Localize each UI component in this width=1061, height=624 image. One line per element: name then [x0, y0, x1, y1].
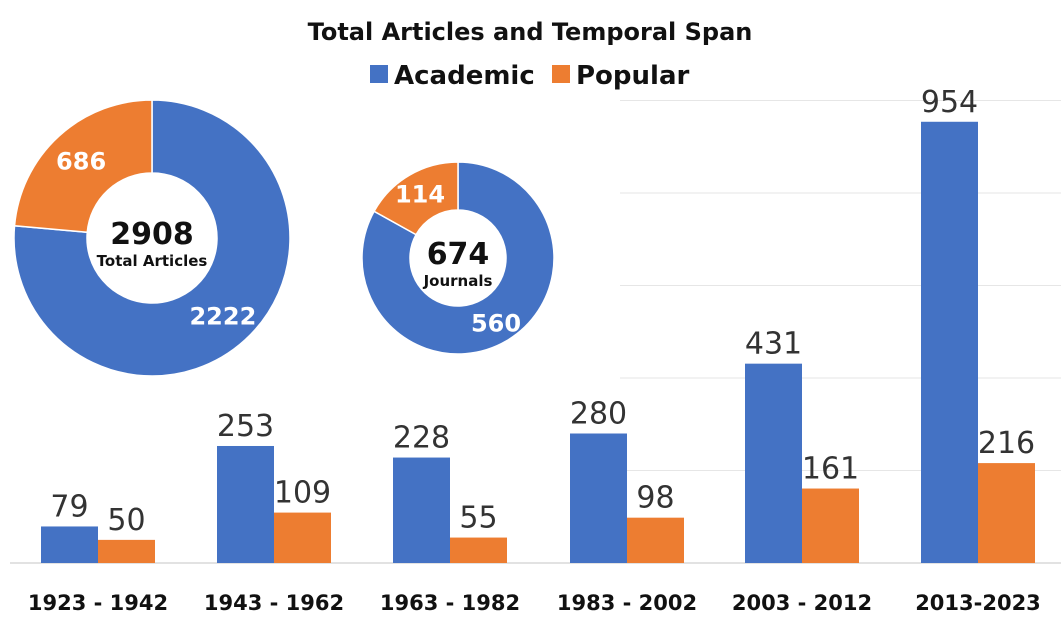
- donut-slice-academic: [361, 161, 555, 355]
- donut-slice-label-popular: 686: [56, 148, 106, 176]
- donut-center-caption: Total Articles: [97, 252, 208, 270]
- x-tick-label: 2003 - 2012: [732, 591, 872, 615]
- data-label-popular: 50: [107, 503, 145, 538]
- donut-slice-label-academic: 2222: [189, 302, 256, 330]
- donut-center-value: 674: [427, 237, 490, 272]
- data-label-popular: 109: [274, 476, 331, 511]
- bar-academic: [745, 363, 802, 563]
- data-label-academic: 431: [745, 327, 802, 362]
- bar-popular: [802, 488, 859, 563]
- data-label-popular: 161: [802, 452, 859, 487]
- x-tick-label: 1983 - 2002: [557, 591, 697, 615]
- bar-academic: [570, 433, 627, 563]
- gridlines: [620, 100, 1061, 471]
- donut-slice-popular: [373, 161, 459, 236]
- x-tick-label: 1923 - 1942: [28, 591, 168, 615]
- bar-popular: [978, 463, 1035, 563]
- data-label-academic: 228: [393, 421, 450, 456]
- bar-popular: [450, 537, 507, 563]
- bar-academic: [217, 445, 274, 563]
- bar-popular: [98, 539, 155, 563]
- x-tick-label: 1943 - 1962: [204, 591, 344, 615]
- donut-slice-popular: [13, 99, 153, 234]
- legend-label-academic: Academic: [394, 61, 535, 91]
- chart-title: Total Articles and Temporal Span: [308, 18, 753, 46]
- donut-slice-academic: [13, 99, 291, 377]
- bar-popular: [274, 512, 331, 563]
- data-label-popular: 55: [459, 501, 497, 536]
- legend-swatch-popular: [552, 65, 570, 83]
- donut-slice-label-popular: 114: [395, 180, 445, 208]
- bar-academic: [921, 121, 978, 564]
- x-axis-ticks: 1923 - 1942 1943 - 1962 1963 - 1982 1983 - …: [28, 591, 1041, 615]
- legend-label-popular: Popular: [576, 61, 689, 91]
- data-label-academic: 253: [217, 409, 274, 444]
- x-tick-label: 1963 - 1982: [380, 591, 520, 615]
- data-label-popular: 98: [636, 481, 674, 516]
- data-label-academic: 954: [921, 85, 978, 120]
- bar-popular: [627, 517, 684, 563]
- donut-center-value: 2908: [110, 217, 194, 252]
- data-label-academic: 280: [570, 397, 627, 432]
- donut-center-caption: Journals: [423, 272, 493, 290]
- legend-swatch-academic: [370, 65, 388, 83]
- legend: Academic Popular: [370, 61, 689, 91]
- data-label-popular: 216: [978, 426, 1035, 461]
- x-tick-label: 2013-2023: [915, 591, 1041, 615]
- data-label-academic: 79: [50, 489, 88, 524]
- donut-slice-label-academic: 560: [471, 310, 521, 338]
- bar-academic: [41, 526, 98, 563]
- bar-academic: [393, 457, 450, 563]
